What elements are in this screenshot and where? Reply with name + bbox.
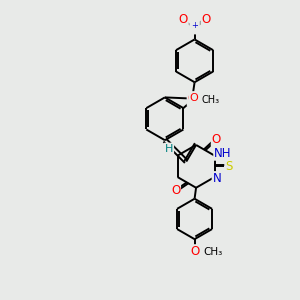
Text: NH: NH [214, 147, 232, 160]
Text: O: O [190, 245, 199, 258]
Text: N: N [190, 20, 199, 33]
Text: S: S [225, 160, 233, 173]
Text: O: O [179, 13, 188, 26]
Text: CH₃: CH₃ [202, 95, 220, 105]
Text: +: + [191, 21, 198, 30]
Text: O: O [171, 184, 180, 197]
Text: H: H [165, 143, 173, 154]
Text: O: O [201, 13, 211, 26]
Text: CH₃: CH₃ [203, 247, 222, 257]
Text: N: N [213, 172, 221, 185]
Text: O: O [188, 92, 197, 105]
Text: O: O [190, 93, 199, 103]
Text: O: O [212, 134, 221, 146]
